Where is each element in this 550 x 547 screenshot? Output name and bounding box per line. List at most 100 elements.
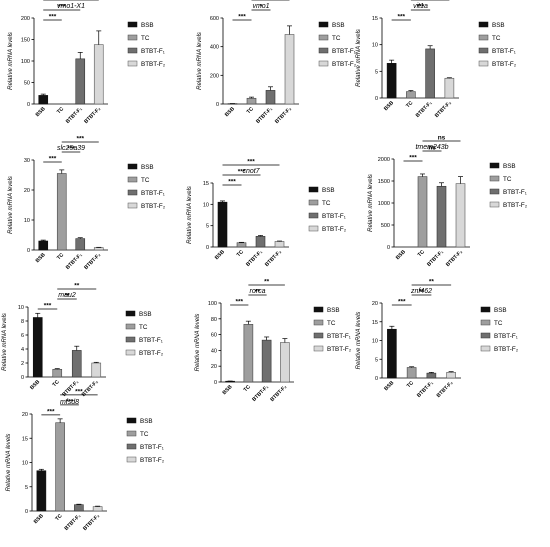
- y-tick-label: 20: [24, 188, 30, 194]
- legend-label: BSB: [141, 22, 154, 29]
- y-tick-label: 5: [375, 69, 378, 75]
- y-tick-label: 4: [21, 347, 24, 353]
- legend-label: BSB: [494, 307, 507, 314]
- significance-label: **: [68, 0, 74, 1]
- bar-4: [446, 372, 456, 379]
- y-tick-label: 0: [216, 102, 219, 108]
- legend-swatch: [478, 34, 489, 41]
- legend-swatch: [313, 332, 324, 339]
- legend-label: BTBT-F₁: [494, 333, 518, 340]
- y-tick-label: 40: [211, 348, 217, 354]
- y-tick-label: 150: [21, 38, 30, 44]
- legend-swatch: [489, 175, 500, 182]
- significance-label: ***: [235, 299, 243, 306]
- chart-title: slc25a39: [57, 145, 85, 152]
- bar-3: [74, 504, 84, 512]
- y-tick-label: 0: [375, 376, 378, 382]
- legend-label: BSB: [492, 22, 505, 29]
- x-tick-label: BTBT-F₁: [65, 252, 84, 271]
- significance-label: ***: [417, 4, 425, 11]
- legend-label: BTBT-F₁: [503, 189, 527, 196]
- significance-label: ***: [409, 155, 417, 162]
- y-tick-label: 0: [214, 380, 217, 386]
- legend-label: BTBT-F₂: [141, 61, 166, 68]
- legend-swatch: [125, 310, 136, 317]
- y-tick-label: 200: [210, 73, 219, 79]
- legend-swatch: [480, 332, 491, 339]
- legend-label: BTBT-F₁: [327, 333, 351, 340]
- legend-swatch: [318, 60, 329, 67]
- bar-2: [236, 242, 247, 248]
- legend-swatch: [318, 34, 329, 41]
- x-tick-label: BTBT-F₂: [83, 106, 102, 125]
- y-axis-label: Relative mRNA levels: [356, 312, 362, 370]
- legend-label: BTBT-F₂: [503, 202, 528, 209]
- bar-1: [38, 240, 49, 251]
- bar-4: [91, 362, 102, 378]
- x-tick-label: BSB: [383, 100, 395, 112]
- legend-swatch: [308, 186, 319, 193]
- y-tick-label: 5: [375, 357, 378, 363]
- bar-1: [386, 63, 397, 99]
- y-axis-label: Relative mRNA levels: [187, 186, 193, 244]
- x-tick-label: BTBT-F₁: [65, 106, 84, 125]
- y-tick-label: 15: [203, 181, 209, 187]
- legend-swatch: [480, 319, 491, 326]
- legend-swatch: [127, 34, 138, 41]
- significance-label: ns: [438, 135, 446, 142]
- chart-title: vmo1: [252, 3, 269, 10]
- y-tick-label: 2000: [378, 157, 390, 163]
- legend-swatch: [125, 323, 136, 330]
- bar-3: [265, 90, 276, 105]
- significance-label: ***: [76, 136, 84, 143]
- y-tick-label: 10: [24, 218, 30, 224]
- legend-swatch: [127, 47, 138, 54]
- bar-4: [274, 241, 285, 248]
- bar-3: [425, 48, 435, 99]
- y-tick-label: 10: [372, 43, 378, 49]
- bar-4: [444, 77, 455, 99]
- bar-4: [93, 44, 104, 105]
- legend-label: TC: [327, 320, 336, 327]
- bar-1: [38, 95, 49, 105]
- legend-label: BTBT-F₂: [332, 61, 357, 68]
- y-tick-label: 5: [206, 224, 209, 230]
- bar-4: [284, 34, 295, 105]
- bar-3: [261, 339, 272, 383]
- y-tick-label: 0: [21, 375, 24, 381]
- significance-label: **: [255, 289, 261, 296]
- bar-3: [255, 236, 266, 248]
- y-tick-label: 30: [24, 158, 30, 164]
- chart-panel-tmem243b: tmem243b Relative mRNA levels 0 500 1000 1500…: [368, 135, 528, 269]
- bar-1: [217, 201, 228, 248]
- bar-4: [92, 506, 103, 512]
- x-tick-label: BTBT-F₂: [264, 249, 283, 268]
- bar-4: [280, 342, 290, 383]
- chart-title: vmo1-X1: [57, 3, 85, 10]
- y-axis-label: Relative mRNA levels: [8, 176, 14, 234]
- legend-swatch: [480, 306, 491, 313]
- x-tick-label: BTBT-F₁: [415, 100, 434, 119]
- y-tick-label: 400: [210, 45, 219, 51]
- x-tick-label: BTBT-F₂: [274, 106, 293, 125]
- x-tick-label: BTBT-F₁: [426, 249, 445, 268]
- legend-swatch: [126, 443, 137, 450]
- y-tick-label: 1000: [378, 201, 390, 207]
- significance-label: ***: [238, 169, 246, 176]
- legend-label: BTBT-F₁: [322, 213, 346, 220]
- y-tick-label: 200: [21, 16, 30, 22]
- x-tick-label: TC: [236, 249, 245, 258]
- y-tick-label: 80: [211, 317, 217, 323]
- y-tick-label: 2: [21, 361, 24, 367]
- significance-label: *: [260, 4, 263, 11]
- bar-4: [93, 247, 104, 251]
- y-tick-label: 8: [21, 319, 24, 325]
- chart-title: mau2: [58, 292, 76, 299]
- bar-1: [387, 328, 397, 379]
- bar-2: [406, 91, 416, 99]
- legend-label: BTBT-F₂: [141, 203, 166, 210]
- y-tick-label: 15: [372, 320, 378, 326]
- legend-label: BTBT-F₁: [332, 48, 356, 55]
